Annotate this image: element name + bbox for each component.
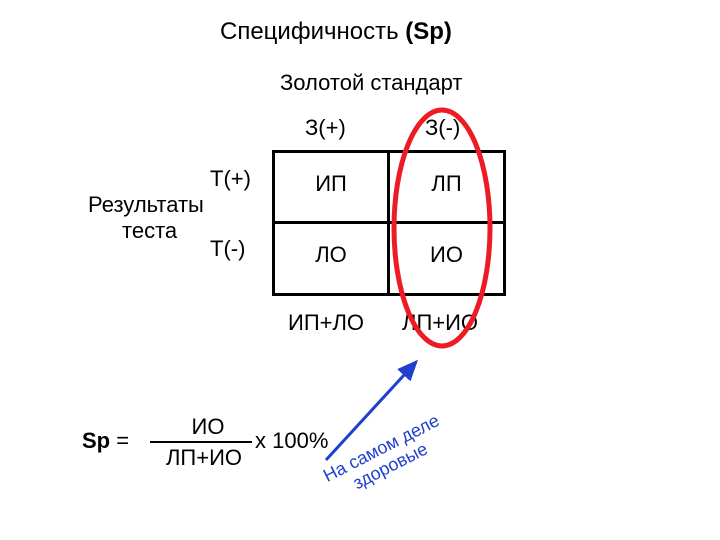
cell-fn: ЛО xyxy=(275,224,387,311)
formula-eq: = xyxy=(110,428,129,453)
page-title: Специфичность (Sp) xyxy=(220,18,452,46)
row-header-negative: Т(-) xyxy=(210,236,245,261)
annotation-text: На самом деле здоровые xyxy=(320,410,452,503)
formula-denominator: ЛП+ИО xyxy=(164,445,244,470)
formula-fraction-bar xyxy=(150,441,252,443)
column-group-label: Золотой стандарт xyxy=(280,70,462,95)
col-total-left: ИП+ЛО xyxy=(288,310,364,335)
formula-suffix: x 100% xyxy=(255,428,328,453)
title-pre: Специфичность xyxy=(220,18,405,45)
title-bold: (Sp) xyxy=(405,18,452,45)
col-header-positive: З(+) xyxy=(305,115,346,140)
confusion-table: ИП ЛП ЛО ИО xyxy=(272,150,506,296)
row-group-label-line1: Результаты xyxy=(88,192,204,217)
cell-tn: ИО xyxy=(390,224,503,311)
formula-label: Sp = xyxy=(82,428,129,453)
formula-sp: Sp xyxy=(82,428,110,453)
row-group-label-line2: теста xyxy=(122,218,177,243)
col-total-right: ЛП+ИО xyxy=(402,310,478,335)
row-header-positive: Т(+) xyxy=(210,166,251,191)
col-header-negative: З(-) xyxy=(425,115,460,140)
formula-numerator: ИО xyxy=(178,414,238,439)
